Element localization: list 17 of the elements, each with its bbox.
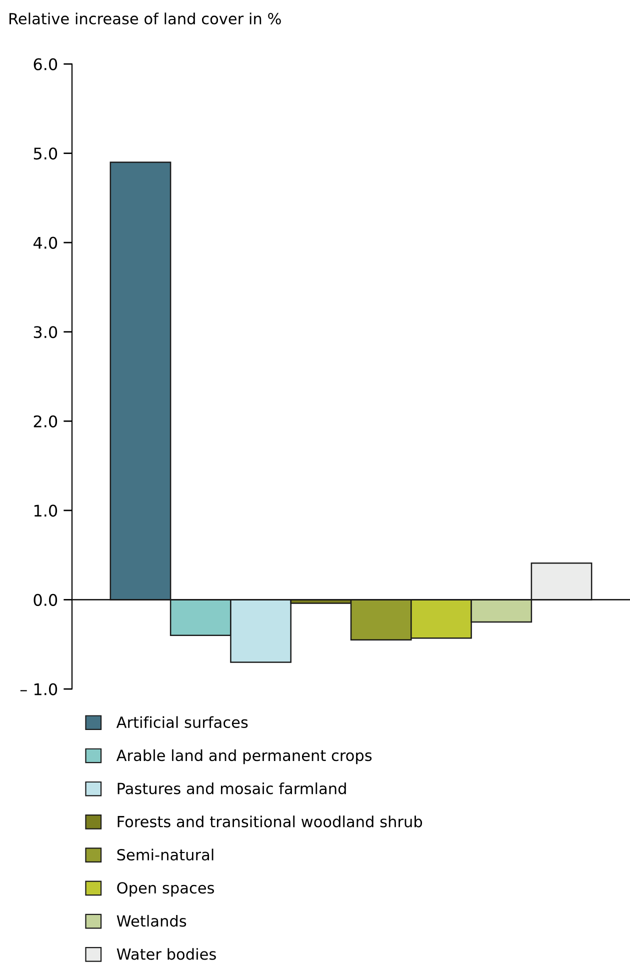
legend-label: Semi-natural (117, 848, 214, 861)
legend-label: Artificial surfaces (116, 716, 248, 728)
legend-label: Wetlands (116, 914, 186, 927)
y-tick-label: 3.0 (34, 326, 58, 338)
y-tick-label: 5.0 (34, 148, 58, 160)
y-tick-label: 4.0 (33, 236, 58, 249)
y-tick-label: – 1.0 (20, 683, 58, 696)
legend-label: Open spaces (117, 882, 214, 897)
legend-label: Pastures and mosaic farmland (118, 782, 346, 794)
legend-label: Arable land and permanent crops (116, 749, 372, 764)
y-axis-title: Relative increase of land cover in % (10, 12, 281, 24)
legend-label: Forests and transitional woodland shrub (118, 816, 422, 828)
y-tick-label: 0.0 (34, 594, 58, 606)
y-tick-label: 6.0 (34, 58, 58, 70)
y-tick-label: 2.0 (34, 415, 58, 428)
legend-label: Water bodies (116, 948, 216, 960)
y-tick-label: 1.0 (34, 504, 58, 517)
